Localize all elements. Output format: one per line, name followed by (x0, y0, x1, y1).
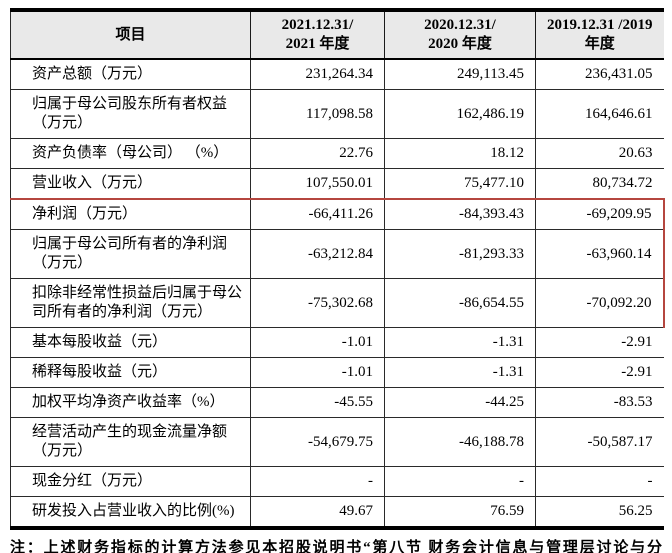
value-2020: -44.25 (384, 387, 536, 418)
value-2019: -2.91 (535, 327, 664, 358)
table-row-diluted-eps: 稀释每股收益（元） -1.01 -1.31 -2.91 (10, 357, 664, 388)
value-2019: - (535, 466, 664, 497)
row-label: 营业收入（万元） (10, 168, 251, 200)
table-row-revenue: 营业收入（万元） 107,550.01 75,477.10 80,734.72 (10, 168, 664, 200)
table-header: 项目 2021.12.31/2021 年度 2020.12.31/2020 年度… (10, 8, 664, 60)
financial-indicators-table: 项目 2021.12.31/2021 年度 2020.12.31/2020 年度… (10, 8, 665, 530)
row-label: 研发投入占营业收入的比例(%) (10, 496, 251, 530)
value-2021: 231,264.34 (250, 59, 385, 90)
row-label: 扣除非经常性损益后归属于母公司所有者的净利润（万元） (10, 278, 251, 328)
value-2021: -45.55 (250, 387, 385, 418)
value-2021: -1.01 (250, 357, 385, 388)
value-2019: 236,431.05 (535, 59, 664, 90)
value-2020: -86,654.55 (384, 278, 536, 328)
value-2020: 162,486.19 (384, 89, 536, 139)
header-2021-line2: 2021 年度 (285, 36, 350, 52)
value-2021: -54,679.75 (250, 417, 385, 467)
value-2019: 80,734.72 (535, 168, 664, 200)
row-label: 现金分红（万元） (10, 466, 251, 497)
row-label: 经营活动产生的现金流量净额（万元） (10, 417, 251, 467)
header-item: 项目 (10, 8, 251, 60)
value-2019: -63,960.14 (535, 229, 665, 279)
row-label: 稀释每股收益（元） (10, 357, 251, 388)
header-2020-line1: 2020.12.31/ (424, 17, 496, 33)
row-label: 加权平均净资产收益率（%） (10, 387, 251, 418)
value-2019: 20.63 (535, 138, 664, 169)
value-2020: -1.31 (384, 357, 536, 388)
row-label: 归属于母公司所有者的净利润（万元） (10, 229, 251, 279)
table-row-rd-ratio: 研发投入占营业收入的比例(%) 49.67 76.59 56.25 (10, 496, 664, 530)
value-2019: -83.53 (535, 387, 664, 418)
table-row-net-profit-highlighted: 净利润（万元） -66,411.26 -84,393.43 -69,209.95 (10, 198, 665, 230)
table-row-weighted-roe: 加权平均净资产收益率（%） -45.55 -44.25 -83.53 (10, 387, 664, 418)
value-2021: -75,302.68 (250, 278, 385, 328)
value-2019: 56.25 (535, 496, 664, 530)
table-row-deducted-net-profit-highlighted: 扣除非经常性损益后归属于母公司所有者的净利润（万元） -75,302.68 -8… (10, 278, 665, 328)
table-row-parent-equity: 归属于母公司股东所有者权益（万元） 117,098.58 162,486.19 … (10, 89, 664, 139)
table-row-total-assets: 资产总额（万元） 231,264.34 249,113.45 236,431.0… (10, 59, 664, 90)
header-item-label: 项目 (115, 26, 146, 43)
header-2021-line1: 2021.12.31/ (281, 17, 354, 33)
value-2019: 164,646.61 (535, 89, 664, 139)
header-2019: 2019.12.31 /2019 年度 (535, 8, 664, 60)
value-2020: 249,113.45 (384, 59, 536, 90)
value-2020: 76.59 (384, 496, 536, 530)
row-label: 资产负债率（母公司） （%） (10, 138, 251, 169)
row-label: 归属于母公司股东所有者权益（万元） (10, 89, 251, 139)
value-2020: 75,477.10 (384, 168, 536, 200)
row-label: 净利润（万元） (10, 198, 251, 230)
value-2021: - (250, 466, 385, 497)
value-2021: 117,098.58 (250, 89, 385, 139)
value-2020: -84,393.43 (384, 198, 536, 230)
value-2020: -46,188.78 (384, 417, 536, 467)
header-2021: 2021.12.31/2021 年度 (250, 8, 385, 60)
value-2021: -63,212.84 (250, 229, 385, 279)
value-2021: -66,411.26 (250, 198, 385, 230)
table-body: 资产总额（万元） 231,264.34 249,113.45 236,431.0… (10, 59, 665, 530)
header-row: 项目 2021.12.31/2021 年度 2020.12.31/2020 年度… (10, 8, 664, 60)
header-2019-line2: 年度 (584, 36, 615, 52)
header-2019-line1: 2019.12.31 /2019 (547, 17, 653, 33)
table-row-basic-eps: 基本每股收益（元） -1.01 -1.31 -2.91 (10, 327, 664, 358)
value-2020: -1.31 (384, 327, 536, 358)
footnote: 注：上述财务指标的计算方法参见本招股说明书“第八节 财务会计信息与管理层讨论与分… (10, 540, 662, 553)
value-2019: -2.91 (535, 357, 664, 388)
header-2020-line2: 2020 年度 (428, 36, 492, 52)
row-label: 基本每股收益（元） (10, 327, 251, 358)
value-2019: -50,587.17 (535, 417, 664, 467)
table-row-parent-net-profit-highlighted: 归属于母公司所有者的净利润（万元） -63,212.84 -81,293.33 … (10, 229, 665, 279)
value-2021: 49.67 (250, 496, 385, 530)
table-row-operating-cash-flow: 经营活动产生的现金流量净额（万元） -54,679.75 -46,188.78 … (10, 417, 664, 467)
value-2021: 107,550.01 (250, 168, 385, 200)
header-2020: 2020.12.31/2020 年度 (384, 8, 536, 60)
table-row-debt-ratio: 资产负债率（母公司） （%） 22.76 18.12 20.63 (10, 138, 664, 169)
value-2020: 18.12 (384, 138, 536, 169)
value-2020: - (384, 466, 536, 497)
value-2020: -81,293.33 (384, 229, 536, 279)
value-2021: -1.01 (250, 327, 385, 358)
value-2019: -70,092.20 (535, 278, 665, 328)
value-2021: 22.76 (250, 138, 385, 169)
value-2019: -69,209.95 (535, 198, 665, 230)
row-label: 资产总额（万元） (10, 59, 251, 90)
table-row-cash-dividend: 现金分红（万元） - - - (10, 466, 664, 497)
